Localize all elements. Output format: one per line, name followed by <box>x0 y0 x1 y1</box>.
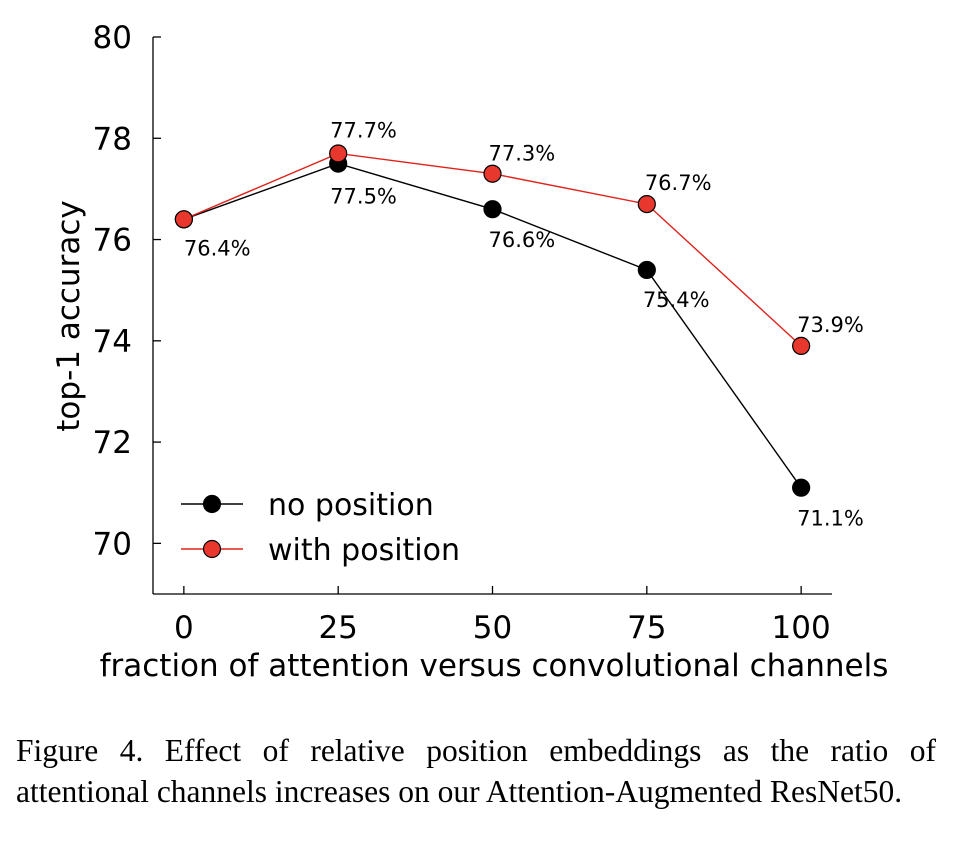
data-point-with-position <box>792 336 811 355</box>
data-label: 77.3% <box>489 142 556 166</box>
legend-marker <box>202 539 222 559</box>
x-tick-label: 25 <box>318 610 357 646</box>
x-tick-label: 100 <box>772 610 831 646</box>
y-tick-label: 70 <box>93 526 132 562</box>
data-label: 76.4% <box>184 236 251 260</box>
x-tick-label: 0 <box>174 610 194 646</box>
y-tick-label: 72 <box>93 425 132 461</box>
data-point-with-position <box>637 195 656 214</box>
y-axis-title: top-1 accuracy <box>51 200 87 431</box>
legend-label: with position <box>268 533 460 568</box>
data-label: 76.6% <box>489 228 556 252</box>
figure-caption: Figure 4. Effect of relative position em… <box>16 733 936 809</box>
x-axis-title: fraction of attention versus convolution… <box>100 648 889 684</box>
x-tick-label: 75 <box>627 610 666 646</box>
x-tick-label: 50 <box>473 610 512 646</box>
y-tick-label: 80 <box>93 20 132 56</box>
data-label: 76.7% <box>645 171 712 195</box>
data-label: 77.7% <box>330 118 397 142</box>
y-tick-label: 78 <box>93 121 132 157</box>
y-tick-label: 74 <box>93 324 132 360</box>
data-label: 75.4% <box>643 288 710 312</box>
data-point-no-position <box>637 260 656 280</box>
y-tick-label: 76 <box>93 223 132 259</box>
data-point-with-position <box>483 164 502 183</box>
data-label: 73.9% <box>797 313 864 337</box>
data-label: 77.5% <box>330 185 397 209</box>
legend-label: no position <box>268 488 434 523</box>
data-point-with-position <box>329 144 348 163</box>
data-label: 71.1% <box>797 507 864 531</box>
legend-marker <box>202 494 222 514</box>
data-point-with-position <box>174 210 193 229</box>
data-point-no-position <box>483 200 502 219</box>
data-point-no-position <box>792 478 811 497</box>
